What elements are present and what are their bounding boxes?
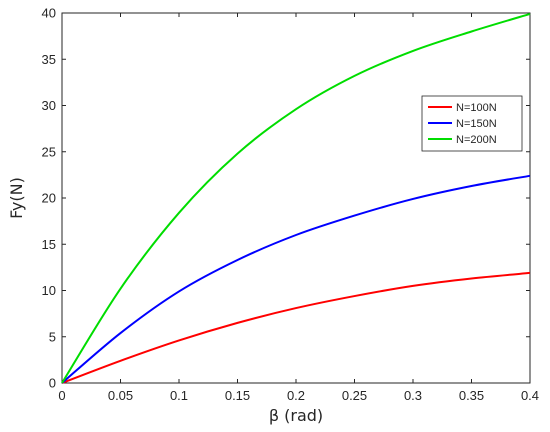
y-tick-label: 10 [42,283,56,298]
y-axis-label: Fy(N) [7,177,26,219]
x-tick-label: 0.35 [459,388,484,403]
ticks: 0 0.05 0.1 0.15 0.2 0.25 0.3 0.35 0.4 0 5 10 15 20 25 3… [42,6,540,404]
y-tick-label: 5 [49,329,56,344]
x-tick-label: 0.4 [521,388,539,403]
x-tick-label: 0.3 [404,388,422,403]
x-tick-label: 0.15 [225,388,250,403]
x-tick-label: 0.2 [287,388,305,403]
legend-entry-1: N=100N [456,102,497,114]
x-tick-label: 0.1 [170,388,188,403]
y-tick-label: 25 [42,144,56,159]
series-line-2 [61,174,531,384]
x-tick-label: 0.05 [108,388,133,403]
y-tick-label: 35 [42,52,56,67]
series-line-1 [61,271,531,384]
legend-entry-2: N=150N [456,118,497,130]
legend-entry-3: N=200N [456,134,497,146]
y-tick-label: 20 [42,191,56,206]
series-lines [61,12,531,384]
legend: N=100N N=150N N=200N [421,95,523,152]
series-line-3 [61,12,531,384]
y-tick-label: 0 [49,376,56,391]
y-tick-label: 40 [42,6,56,21]
x-tick-label: 0.25 [342,388,367,403]
y-tick-label: 30 [42,98,56,113]
plot-area [61,12,531,384]
x-tick-label: 0 [58,388,65,403]
x-axis-label: β (rad) [269,406,323,425]
y-tick-label: 15 [42,237,56,252]
